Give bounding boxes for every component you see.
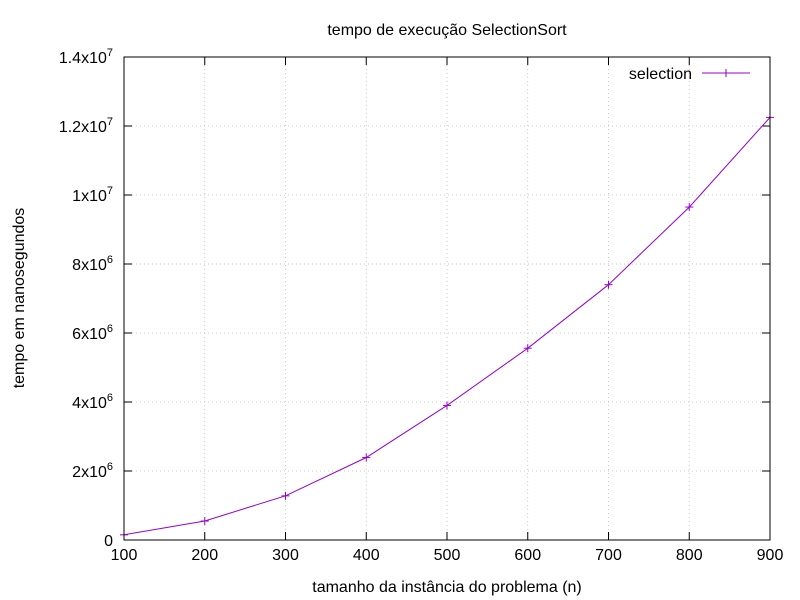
y-tick-label: 2x106 (72, 461, 113, 481)
data-point (362, 453, 371, 462)
y-tick-label: 4x106 (72, 392, 113, 412)
y-axis-label: tempo em nanosegundos (11, 208, 28, 389)
x-tick-label: 900 (757, 547, 784, 564)
grid-lines (124, 57, 770, 540)
x-tick-label: 500 (434, 547, 461, 564)
chart-title: tempo de execução SelectionSort (327, 22, 567, 39)
data-point (604, 280, 613, 289)
y-tick-label: 1x107 (72, 185, 113, 205)
x-tick-label: 100 (111, 547, 138, 564)
data-point (523, 344, 532, 353)
x-tick-label: 400 (353, 547, 380, 564)
legend-line-sample (702, 69, 750, 77)
x-axis-label: tamanho da instância do problema (n) (312, 579, 582, 596)
data-point (200, 517, 209, 526)
data-point (685, 203, 694, 212)
x-axis-ticks: 100 200 300 400 500 600 700 800 900 (111, 57, 784, 564)
x-tick-label: 200 (191, 547, 218, 564)
data-point (281, 491, 290, 500)
x-tick-label: 300 (272, 547, 299, 564)
x-tick-label: 600 (514, 547, 541, 564)
y-tick-label: 8x106 (72, 254, 113, 274)
data-point (443, 401, 451, 410)
y-tick-label: 6x106 (72, 323, 113, 343)
x-tick-label: 800 (676, 547, 703, 564)
plot-frame (123, 56, 771, 541)
series-line (123, 117, 771, 536)
x-tick-label: 700 (595, 547, 622, 564)
legend-label: selection (629, 66, 692, 83)
legend: selection (629, 66, 750, 83)
y-axis-ticks: 0 2x106 4x106 6x106 8x106 1x107 1.2x107 1.4x107 (59, 47, 770, 550)
y-tick-label: 1.2x107 (59, 116, 113, 136)
y-tick-label: 0 (104, 533, 113, 550)
y-tick-label: 1.4x107 (59, 47, 113, 67)
